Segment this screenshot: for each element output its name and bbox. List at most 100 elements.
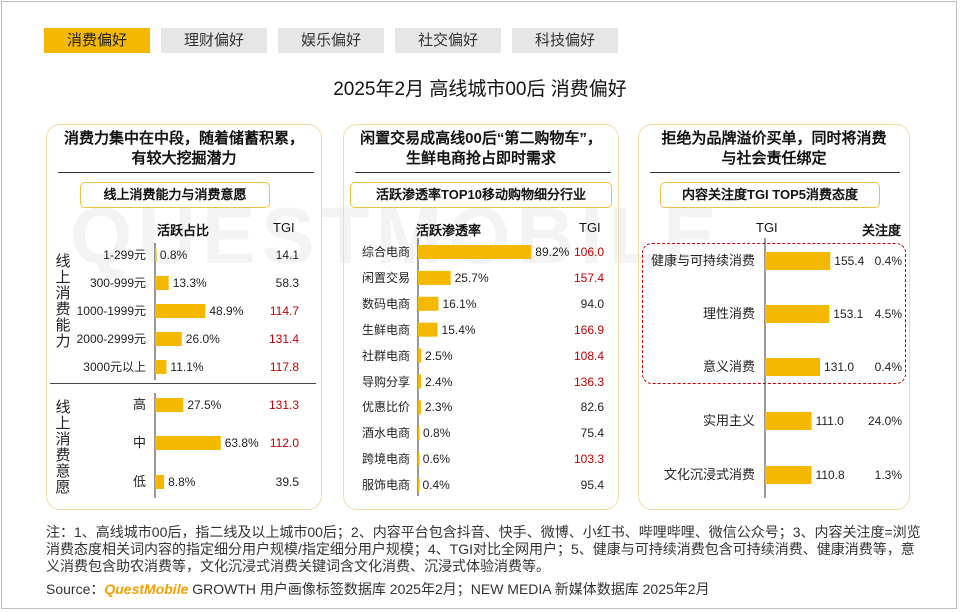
penetration-value-label: 0.8% (423, 426, 451, 441)
page-title: 2025年2月 高线城市00后 消费偏好 (333, 79, 627, 100)
penetration-value-label: 2.4% (425, 374, 453, 389)
tgi-value-label: 166.9 (573, 322, 604, 337)
panel-2-heading-line-2: 生鲜电商抢占即时需求 (405, 150, 556, 167)
tgi-bar (765, 305, 830, 323)
panel-3-col-tgi: TGI (756, 220, 778, 235)
source-text: GROWTH 用户画像标签数据库 2025年2月；NEW MEDIA 新媒体数据… (188, 581, 710, 597)
tab-finance[interactable]: 理财偏好 (161, 28, 267, 53)
attention-value-label: 4.5% (874, 307, 902, 321)
category-label: 文化沉浸式消费 (663, 467, 755, 482)
share-value-label: 48.9% (209, 304, 244, 318)
panel-2-divider (355, 172, 611, 173)
panel-1-heading-line-2: 有较大挖掘潜力 (131, 150, 237, 167)
tgi-value-label: 114.7 (269, 304, 299, 318)
share-value-label: 11.1% (170, 360, 204, 374)
tgi-value-label: 75.4 (580, 426, 604, 441)
panel-3-divider (650, 172, 900, 173)
category-label: 1-299元 (103, 248, 146, 262)
panel-consumption-power: 消费力集中在中段，随着储蓄积累， 有较大挖掘潜力 (46, 124, 322, 510)
category-label: 健康与可持续消费 (650, 253, 755, 268)
source-prefix: Source： (46, 581, 105, 597)
tab-social[interactable]: 社交偏好 (395, 28, 501, 53)
panel-3-col-attention: 关注度 (862, 223, 902, 238)
panel-2-col-value: 活跃渗透率 (416, 223, 482, 238)
penetration-value-label: 0.6% (422, 452, 451, 467)
tab-consumption[interactable]: 消费偏好 (44, 28, 150, 53)
category-label: 导购分享 (361, 374, 410, 389)
penetration-bar (418, 478, 420, 493)
brand-logo: QuestMobile (104, 581, 189, 597)
tgi-value-label: 94.0 (580, 296, 604, 311)
share-value-label: 13.3% (172, 276, 207, 290)
category-label: 实用主义 (702, 413, 755, 428)
panel-2-heading: 闲置交易成高线00后“第二购物车”， 生鲜电商抢占即时需求 (344, 129, 618, 169)
share-bar (155, 360, 167, 374)
share-bar (155, 398, 184, 412)
panel-3-heading: 拒绝为品牌溢价买单，同时将消费 与社会责任绑定 (639, 129, 909, 169)
source-line: Source：QuestMobile GROWTH 用户画像标签数据库 2025… (46, 579, 710, 599)
tgi-value-label: 112.0 (269, 436, 299, 450)
attention-value-label: 0.4% (874, 254, 902, 268)
share-value-label: 0.8% (159, 248, 188, 262)
category-label: 意义消费 (702, 359, 755, 374)
penetration-value-label: 2.5% (425, 348, 453, 363)
tgi-value-label: 58.3 (275, 276, 299, 290)
tgi-value-label: 103.3 (573, 452, 604, 467)
penetration-value-label: 16.1% (442, 296, 477, 311)
tgi-value-label: 106.0 (573, 245, 604, 259)
tab-entertainment[interactable]: 娱乐偏好 (278, 28, 384, 53)
tgi-bar (765, 466, 812, 484)
penetration-bar (418, 296, 439, 311)
panel-1-col-tgi: TGI (273, 220, 295, 235)
attention-value-label: 24.0% (867, 414, 902, 428)
tgi-value-label: 14.1 (275, 248, 299, 262)
category-label: 社群电商 (361, 348, 410, 363)
footnote: 注：1、高线城市00后，指二线及以上城市00后；2、内容平台包含抖音、快手、微博… (46, 524, 921, 574)
share-bar (155, 248, 157, 262)
panel-3-heading-line-2: 与社会责任绑定 (721, 150, 827, 167)
tgi-value-label: 155.4 (834, 254, 865, 268)
panel-2-heading-line-1: 闲置交易成高线00后“第二购物车”， (360, 130, 602, 147)
category-label: 1000-1999元 (76, 304, 146, 318)
tgi-value-label: 39.5 (275, 475, 299, 489)
penetration-bar (418, 374, 422, 389)
category-label: 高 (132, 397, 146, 412)
category-label: 理性消费 (702, 306, 755, 321)
share-value-label: 27.5% (187, 398, 222, 412)
panel-3-subtitle: 内容关注度TGI TOP5消费态度 (660, 182, 880, 208)
tgi-value-label: 131.4 (268, 332, 299, 346)
panel-1-divider (58, 172, 314, 173)
panel-3-heading-line-1: 拒绝为品牌溢价买单，同时将消费 (661, 130, 887, 147)
category-label: 服饰电商 (361, 478, 410, 493)
panel-2-col-tgi: TGI (579, 220, 601, 235)
group-label-power: 线上消费能力 (55, 253, 71, 350)
category-label: 跨境电商 (361, 452, 410, 467)
penetration-bar (418, 348, 422, 363)
tab-tech[interactable]: 科技偏好 (512, 28, 618, 53)
tgi-bar (765, 252, 831, 270)
tgi-value-label: 153.1 (833, 307, 864, 321)
group-label-willingness: 线上消费意愿 (55, 399, 71, 496)
share-bar (155, 436, 221, 450)
panel-1-col-share: 活跃占比 (157, 223, 210, 238)
penetration-value-label: 15.4% (441, 322, 476, 337)
category-label: 酒水电商 (361, 426, 410, 441)
penetration-value-label: 2.3% (424, 400, 453, 415)
tgi-value-label: 82.6 (580, 400, 604, 415)
penetration-value-label: 89.2% (535, 245, 570, 259)
penetration-bar (418, 426, 420, 441)
penetration-bar (418, 245, 532, 259)
highlight-box (642, 243, 906, 384)
share-bar (155, 332, 182, 346)
category-label: 低 (132, 474, 146, 489)
category-label: 中 (132, 435, 146, 450)
tgi-bar (765, 358, 821, 376)
attention-value-label: 0.4% (874, 360, 902, 374)
tgi-value-label: 157.4 (573, 270, 604, 285)
tgi-value-label: 136.3 (573, 374, 604, 389)
tgi-value-label: 131.0 (824, 360, 855, 374)
share-bar (155, 304, 206, 318)
tgi-value-label: 95.4 (580, 478, 604, 493)
